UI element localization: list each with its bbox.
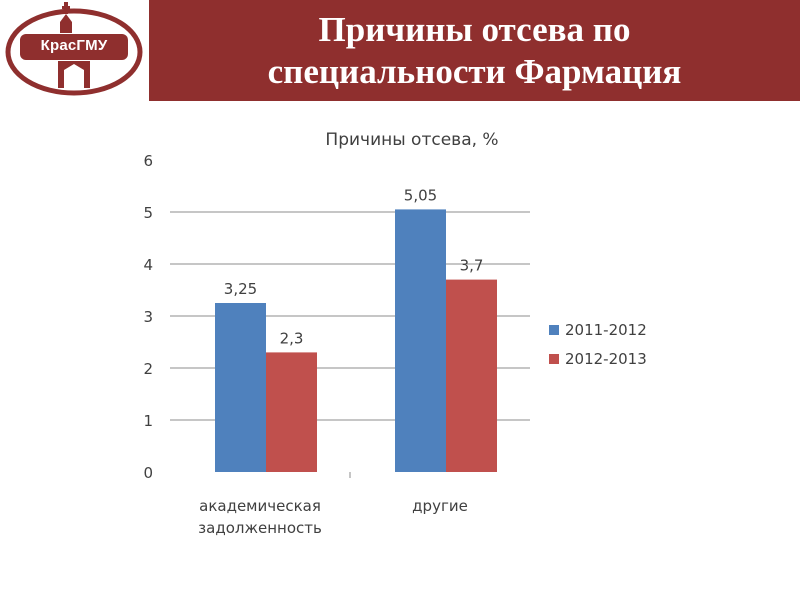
bar-2011-2012-0 bbox=[215, 303, 266, 472]
y-tick-label: 4 bbox=[143, 256, 153, 274]
y-tick-label: 3 bbox=[143, 308, 153, 326]
bar-chart: Причины отсева, % 0 1 2 3 4 5 6 3,25 2,3 5,05 3,7… bbox=[143, 130, 647, 537]
bar-2011-2012-1 bbox=[395, 209, 446, 472]
x-axis-category-labels: академическая задолженность другие bbox=[198, 497, 468, 537]
y-axis-tick-labels: 0 1 2 3 4 5 6 bbox=[143, 152, 153, 482]
data-label: 2,3 bbox=[280, 329, 304, 347]
data-label: 3,25 bbox=[224, 280, 257, 298]
page-title-line-2: специальности Фармация bbox=[267, 51, 682, 91]
data-labels: 3,25 2,3 5,05 3,7 bbox=[224, 186, 484, 347]
logo-text: КрасГМУ bbox=[40, 37, 108, 54]
page-title-line-1: Причины отсева по bbox=[318, 9, 631, 49]
y-tick-label: 2 bbox=[143, 360, 153, 378]
data-label: 5,05 bbox=[404, 186, 437, 204]
legend-swatch bbox=[549, 325, 559, 335]
page-title: Причины отсева по специальности Фармация bbox=[149, 0, 800, 101]
y-tick-label: 0 bbox=[143, 464, 153, 482]
chart-title: Причины отсева, % bbox=[325, 130, 498, 150]
bars bbox=[215, 209, 497, 472]
header-band bbox=[149, 0, 800, 101]
data-label: 3,7 bbox=[460, 257, 484, 275]
legend-label: 2012-2013 bbox=[565, 350, 647, 368]
university-building-logo-icon bbox=[5, 2, 143, 96]
y-tick-label: 1 bbox=[143, 412, 153, 430]
chart-legend: 2011-2012 2012-2013 bbox=[549, 321, 647, 368]
y-tick-label: 5 bbox=[143, 204, 153, 222]
legend-label: 2011-2012 bbox=[565, 321, 647, 339]
krasgmu-logo: КрасГМУ bbox=[0, 0, 149, 101]
y-tick-label: 6 bbox=[143, 152, 153, 170]
bar-2012-2013-1 bbox=[446, 279, 497, 472]
x-tick-label: задолженность bbox=[198, 519, 322, 537]
x-tick-label: другие bbox=[412, 497, 468, 515]
legend-swatch bbox=[549, 354, 559, 364]
bar-2012-2013-0 bbox=[266, 352, 317, 472]
x-tick-label: академическая bbox=[199, 497, 321, 515]
